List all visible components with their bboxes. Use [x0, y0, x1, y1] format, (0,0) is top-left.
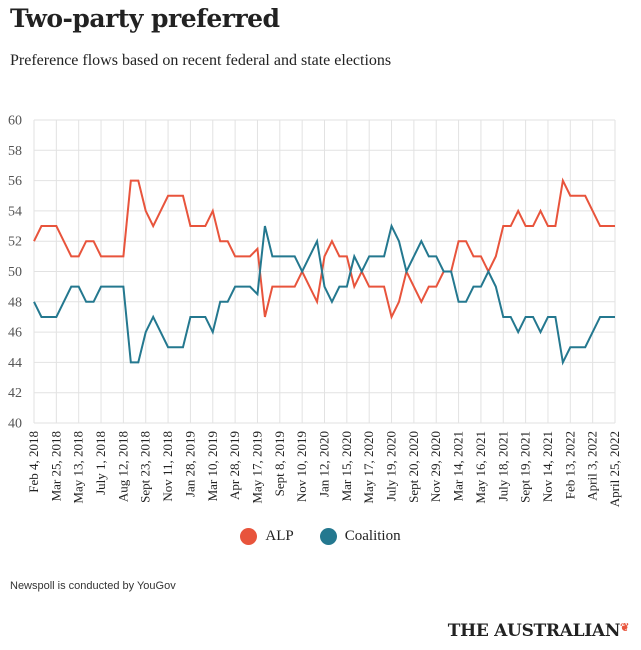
x-tick-label: May 17, 2020	[361, 431, 376, 504]
alp-swatch-icon	[240, 528, 258, 545]
x-tick-label: May 16, 2021	[473, 431, 488, 504]
brand-mark-icon: ❦	[620, 621, 629, 634]
y-tick-label: 48	[8, 295, 22, 310]
x-tick-label: July 18, 2021	[495, 431, 510, 501]
legend-label-alp: ALP	[265, 528, 294, 544]
x-tick-label: Sept 20, 2020	[406, 431, 421, 503]
x-tick-label: Feb 4, 2018	[26, 431, 41, 493]
x-tick-label: Sept 8, 2019	[272, 431, 287, 496]
x-tick-label: Sept 23, 2018	[138, 431, 153, 503]
x-tick-label: Mar 10, 2019	[205, 431, 220, 501]
x-tick-label: Sept 19, 2021	[518, 431, 533, 503]
x-tick-label: Jan 12, 2020	[317, 431, 332, 497]
series-line-alp	[33, 177, 615, 320]
x-tick-label: Mar 25, 2018	[48, 431, 63, 501]
x-tick-label: Nov 10, 2019	[294, 431, 309, 502]
y-tick-label: 40	[8, 417, 22, 432]
x-tick-label: Apr 28, 2019	[227, 431, 242, 500]
x-tick-label: April 3, 2022	[585, 431, 600, 501]
y-tick-label: 46	[8, 326, 22, 341]
x-tick-label: Nov 14, 2021	[540, 431, 555, 502]
brand-logo[interactable]: THE AUSTRALIAN❦	[447, 621, 630, 641]
x-tick-label: April 25, 2022	[607, 431, 622, 507]
chart-subtitle: Preference flows based on recent federal…	[10, 52, 392, 69]
y-tick-label: 56	[8, 174, 22, 189]
x-tick-label: July 19, 2020	[384, 431, 399, 501]
source-footnote: Newspoll is conducted by YouGov	[10, 580, 176, 592]
chart-title: Two-party preferred	[10, 4, 280, 33]
x-tick-label: Mar 15, 2020	[339, 431, 354, 501]
chart-legend: ALP Coalition	[0, 528, 641, 545]
y-tick-label: 50	[8, 265, 22, 280]
x-tick-label: Mar 14, 2021	[451, 431, 466, 501]
y-tick-label: 60	[8, 114, 22, 129]
legend-item-alp[interactable]: ALP	[240, 528, 294, 545]
x-tick-label: Aug 12, 2018	[115, 431, 130, 502]
x-tick-label: Nov 29, 2020	[428, 431, 443, 502]
x-tick-label: Feb 13, 2022	[562, 431, 577, 499]
coalition-swatch-icon	[319, 528, 337, 545]
line-chart: 40 42 44 46 48 50 52 54 56 58 60 Feb 4, 2018 Mar 25,…	[8, 114, 622, 508]
x-tick-label: Jan 28, 2019	[182, 431, 197, 497]
x-tick-label: Nov 11, 2018	[160, 431, 175, 502]
series-line-coalition	[33, 223, 615, 366]
x-tick-label: July 1, 2018	[93, 431, 108, 495]
y-tick-label: 54	[8, 204, 22, 219]
y-tick-label: 44	[8, 356, 22, 371]
y-tick-label: 58	[8, 144, 22, 159]
brand-name: THE AUSTRALIAN	[447, 621, 621, 641]
x-tick-label: May 17, 2019	[249, 431, 264, 504]
y-tick-label: 52	[8, 235, 22, 250]
x-tick-label: May 13, 2018	[71, 431, 86, 504]
legend-label-coalition: Coalition	[344, 528, 401, 544]
y-tick-label: 42	[8, 386, 22, 401]
legend-item-coalition[interactable]: Coalition	[319, 528, 401, 545]
